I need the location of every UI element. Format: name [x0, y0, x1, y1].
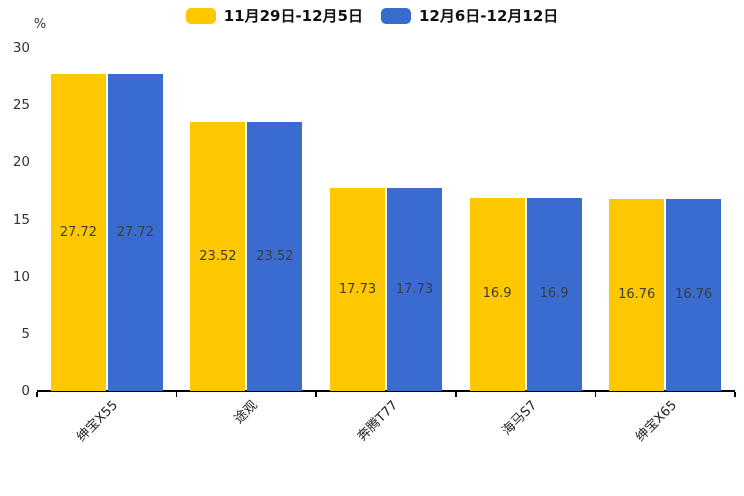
bar-value-label: 23.52: [199, 248, 237, 264]
bar-value-label: 17.73: [395, 281, 434, 297]
bar-series2-2[interactable]: [387, 188, 442, 391]
x-axis-tick: [36, 392, 38, 397]
y-axis-tick-label: 5: [21, 325, 30, 342]
x-axis-tick: [594, 392, 597, 397]
x-axis-line: [37, 390, 735, 392]
y-axis-tick-label: 30: [12, 40, 30, 56]
bar-value-label: 23.52: [256, 248, 294, 264]
y-axis-unit-label: %: [33, 17, 47, 32]
y-axis-tick-label: 15: [12, 211, 30, 228]
x-axis-tick: [315, 392, 317, 397]
x-axis-category-label: 绅宝X65: [632, 398, 680, 445]
bar-series1-1[interactable]: [190, 122, 246, 391]
legend-item-series2[interactable]: 12月6日-12月12日: [381, 7, 558, 25]
y-axis-tick-label: 25: [12, 97, 30, 114]
legend-swatch-blue: [381, 8, 411, 24]
y-axis-tick-label: 0: [21, 383, 30, 399]
bar-series1-3[interactable]: [469, 197, 525, 391]
legend-item-series1[interactable]: 11月29日-12月5日: [185, 7, 363, 25]
x-axis-tick: [734, 392, 736, 397]
bar-series2-3[interactable]: [526, 197, 582, 391]
x-axis-tick: [455, 392, 457, 397]
legend-label-series2: 12月6日-12月12日: [419, 7, 559, 25]
bar-series2-1[interactable]: [247, 122, 303, 391]
bar-series2-0[interactable]: [107, 74, 163, 391]
legend-label-series1: 11月29日-12月5日: [223, 7, 363, 25]
bar-value-label: 16.9: [482, 286, 512, 302]
chart-legend: 11月29日-12月5日 12月6日-12月12日: [0, 7, 744, 25]
legend-swatch-yellow: [185, 8, 216, 24]
bar-series1-4[interactable]: [609, 199, 665, 391]
x-axis-category-label: 途观: [232, 398, 262, 428]
bar-value-label: 16.76: [675, 287, 713, 303]
x-axis-category-label: 绅宝X55: [74, 398, 122, 445]
bar-series1-0[interactable]: [50, 74, 106, 391]
bar-value-label: 27.72: [59, 224, 97, 240]
bar-value-label: 16.9: [539, 286, 569, 302]
bar-series1-2[interactable]: [330, 188, 385, 391]
bar-value-label: 27.72: [116, 224, 154, 240]
x-axis-category-label: 奔腾T77: [354, 398, 401, 445]
x-axis-tick: [175, 392, 178, 397]
bar-value-label: 17.73: [338, 281, 377, 297]
bar-series2-4[interactable]: [666, 199, 722, 391]
x-axis-category-label: 海马S7: [499, 398, 541, 439]
y-axis-tick-label: 20: [12, 154, 30, 171]
bar-value-label: 16.76: [618, 287, 656, 303]
y-axis-tick-label: 10: [12, 268, 30, 285]
